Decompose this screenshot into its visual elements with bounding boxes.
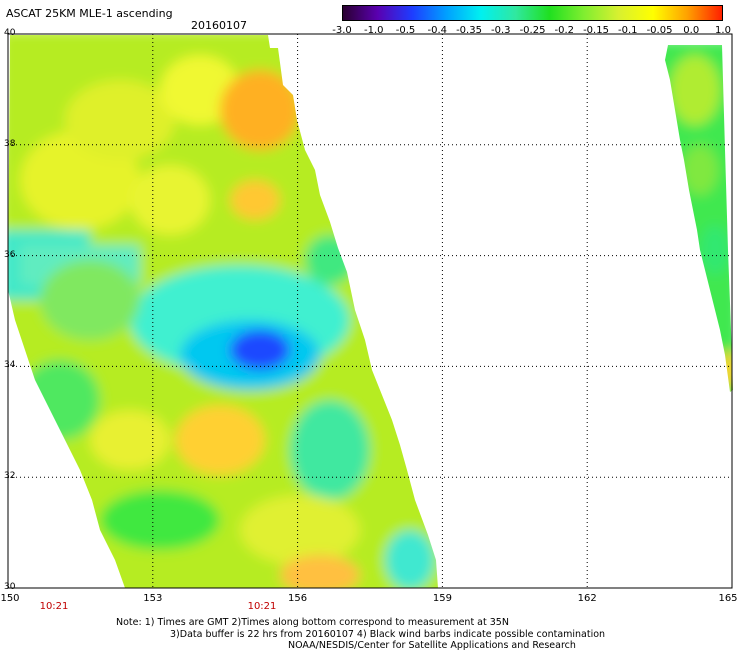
map-frame (7, 33, 733, 589)
colorbar-tick-label: -0.5 (395, 25, 416, 36)
lat-label: 38 (4, 138, 16, 149)
lon-label: 150 (0, 593, 20, 604)
lat-label: 40 (4, 28, 16, 38)
lat-lon-grid (8, 34, 732, 588)
colorbar-tick-label: -0.2 (554, 25, 575, 36)
colorbar-tick-label: -1.0 (363, 25, 384, 36)
lon-label: 156 (288, 593, 308, 604)
colorbar-tick-label: 1.0 (715, 25, 731, 36)
colorbar (342, 5, 723, 21)
footer-note-line1: Note: 1) Times are GMT 2)Times along bot… (116, 617, 509, 628)
colorbar-tick-label: 0.0 (683, 25, 700, 36)
time-label-2: 10:21 (247, 601, 277, 612)
swath-west (8, 35, 438, 588)
lat-label: 32 (4, 471, 16, 482)
lat-label: 36 (4, 249, 16, 260)
colorbar-tick-label: -0.15 (583, 25, 609, 36)
map-title: ASCAT 25KM MLE-1 ascending (6, 7, 173, 20)
colorbar-tick-label: -3.0 (332, 25, 352, 36)
footer-credit: NOAA/NESDIS/Center for Satellite Applica… (288, 640, 576, 651)
lon-label: 162 (577, 593, 597, 604)
lat-label: 30 (4, 582, 16, 592)
colorbar-tick-label: -0.35 (456, 25, 482, 36)
swath-east (665, 45, 733, 392)
time-label-1: 10:21 (39, 601, 69, 612)
lon-label: 165 (718, 593, 738, 604)
lat-label: 34 (4, 360, 16, 371)
colorbar-tick-label: -0.3 (490, 25, 511, 36)
colorbar-tick-label: -0.4 (427, 25, 448, 36)
colorbar-tick-label: -0.1 (617, 25, 638, 36)
footer-note-line2: 3)Data buffer is 22 hrs from 20160107 4)… (170, 629, 606, 640)
map-date: 20160107 (191, 19, 247, 32)
colorbar-tick-label: -0.25 (519, 25, 546, 36)
lon-label: 159 (432, 593, 452, 604)
lon-label: 153 (143, 593, 163, 604)
colorbar-tick-label: -0.05 (646, 25, 673, 36)
